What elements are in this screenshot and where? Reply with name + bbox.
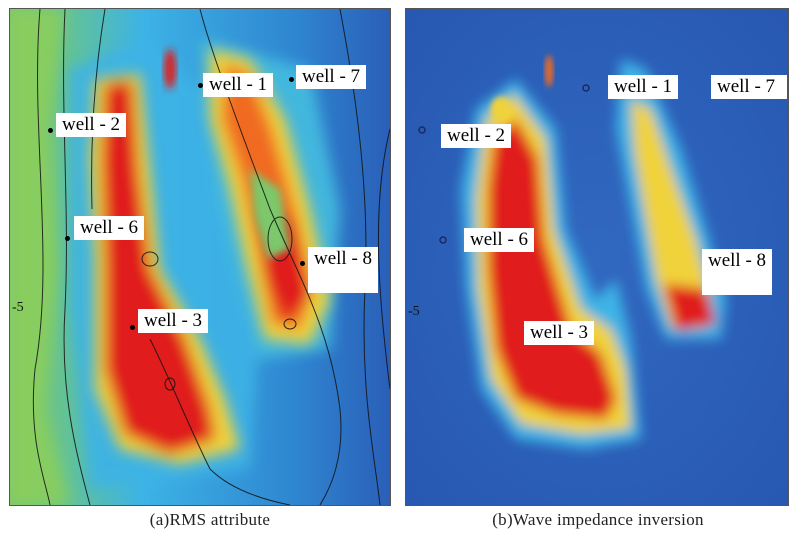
well-3-label: well - 3 [138, 309, 209, 333]
well-6-marker [65, 236, 70, 241]
well-1-label: well - 1 [608, 75, 679, 99]
well-6-label: well - 6 [464, 228, 535, 252]
well-8-label: well - 8 [308, 247, 379, 293]
y-tick-label: -5 [408, 304, 420, 319]
well-7-label: well - 7 [711, 75, 788, 99]
well-8-label: well - 8 [702, 249, 773, 295]
well-2-label: well - 2 [56, 113, 127, 137]
well-3-marker [130, 325, 135, 330]
wave-impedance-map: -5 well - 1 well - 7 well - 2 well - 6 w… [405, 8, 789, 506]
well-2-marker [48, 128, 53, 133]
well-8-marker [300, 261, 305, 266]
well-1-label: well - 1 [203, 73, 274, 97]
well-3-label: well - 3 [524, 321, 595, 345]
rms-attribute-map: -5 well - 1 well - 7 well - 2 well - 6 w… [9, 8, 391, 506]
well-7-marker [289, 77, 294, 82]
caption-b: (b)Wave impedance inversion [492, 510, 704, 529]
y-tick-label: -5 [12, 300, 24, 315]
caption-a: (a)RMS attribute [149, 510, 271, 529]
well-6-label: well - 6 [74, 216, 145, 240]
well-7-label: well - 7 [296, 65, 367, 89]
well-1-marker [198, 83, 203, 88]
well-2-label: well - 2 [441, 124, 512, 148]
